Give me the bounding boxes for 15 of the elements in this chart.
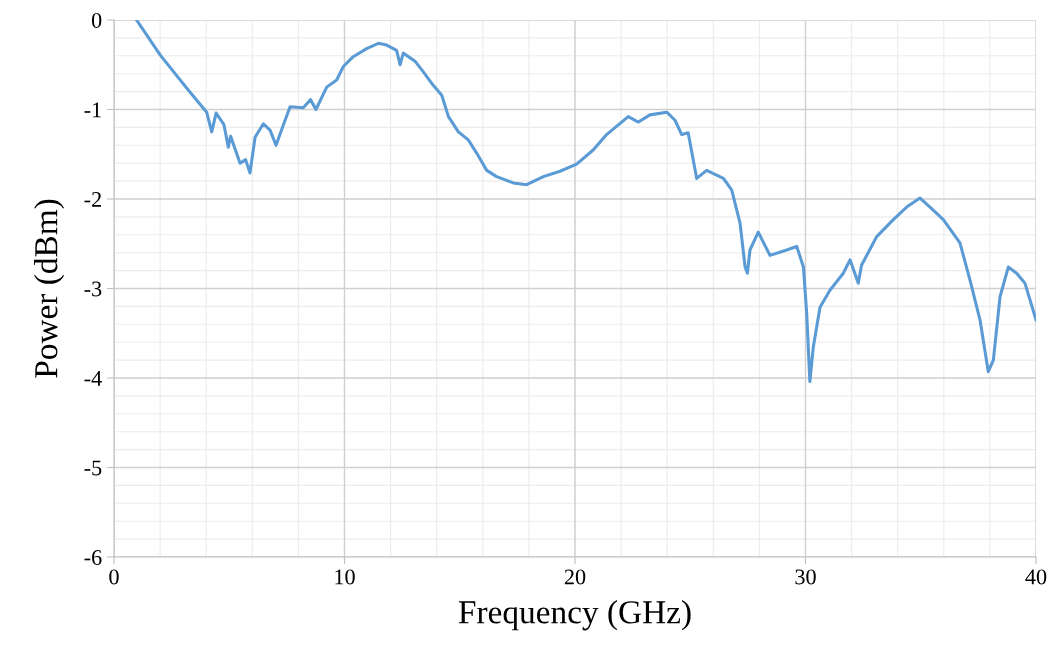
- y-tick-label: -2: [84, 191, 101, 207]
- x-tick-label: 20: [564, 569, 586, 585]
- x-tick-label: 40: [1025, 569, 1047, 585]
- y-tick-label: -1: [84, 102, 101, 118]
- y-tick-label: -3: [84, 281, 102, 297]
- y-tick-label: -6: [84, 549, 102, 565]
- y-tick-label: 0: [91, 12, 102, 28]
- x-tick-label: 0: [109, 569, 119, 585]
- x-axis-title: Frequency (GHz): [458, 600, 691, 631]
- y-tick-label: -5: [84, 460, 102, 476]
- x-tick-label: 30: [795, 569, 816, 585]
- line-series: [135, 20, 1036, 384]
- y-tick-label: -4: [84, 371, 102, 386]
- y-axis-title: Power (dBm): [34, 199, 65, 378]
- x-tick-label: 10: [335, 569, 355, 585]
